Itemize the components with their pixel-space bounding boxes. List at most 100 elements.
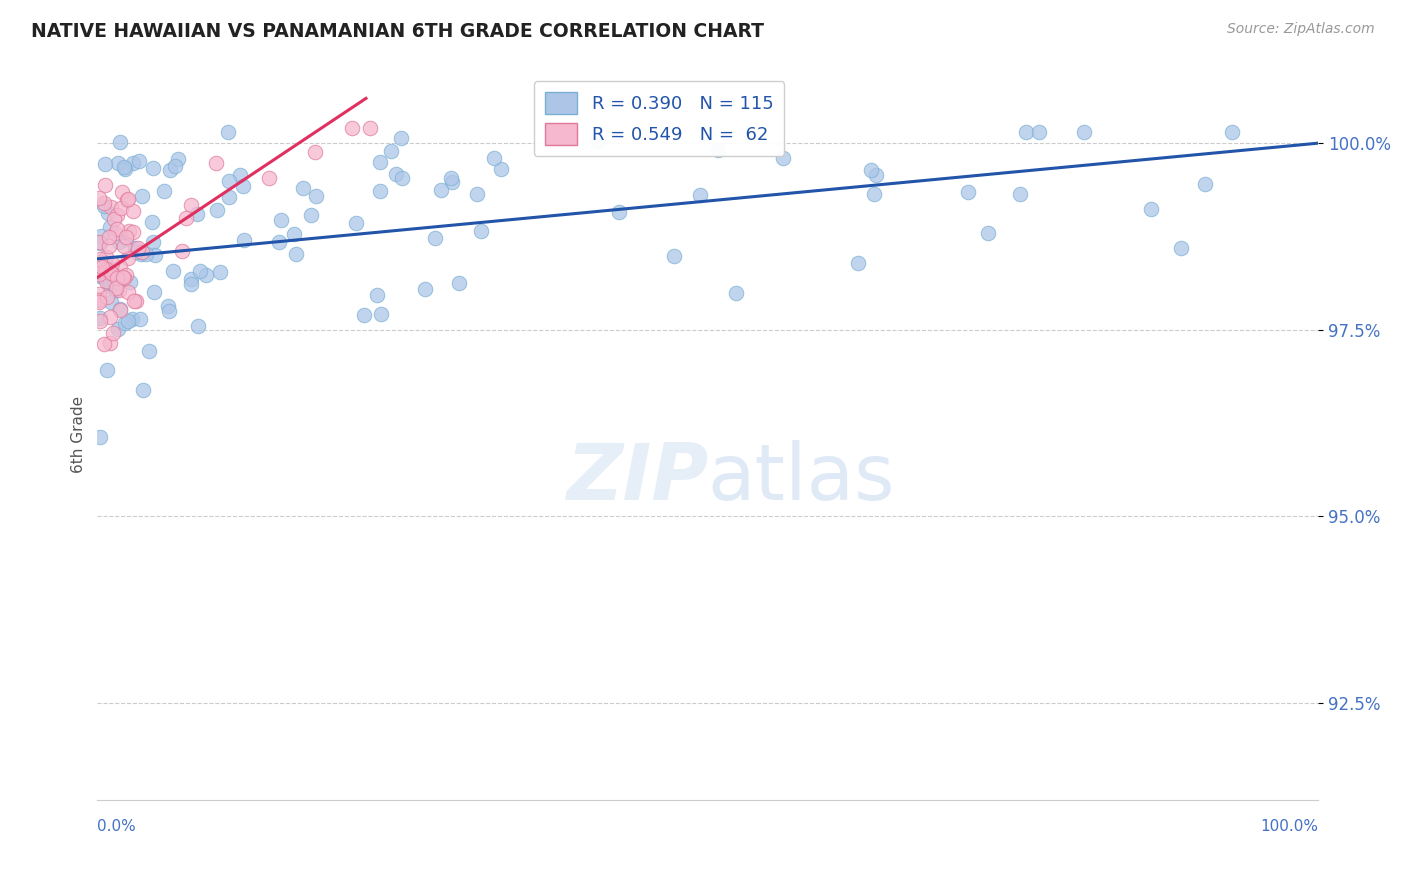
Point (108, 260, 131, 275)
Point (94, 262, 117, 277)
Point (125, 294, 148, 309)
Point (87, 268, 110, 282)
Point (98, 230, 121, 244)
Point (772, 151, 794, 165)
Point (689, 188, 711, 202)
Point (1170, 241, 1192, 255)
Point (283, 227, 305, 241)
Point (100, 336, 122, 351)
Point (93, 199, 115, 213)
Point (163, 159, 186, 173)
Point (270, 213, 292, 227)
Point (107, 322, 129, 336)
Point (340, 121, 363, 136)
Point (977, 226, 1000, 240)
Text: Source: ZipAtlas.com: Source: ZipAtlas.com (1227, 22, 1375, 37)
Point (305, 189, 328, 203)
Point (180, 272, 202, 286)
Point (141, 214, 163, 228)
Point (117, 285, 139, 299)
Point (104, 283, 127, 297)
Point (117, 192, 139, 206)
Point (195, 268, 218, 282)
Point (124, 242, 146, 256)
Point (94, 157, 117, 171)
Point (609, 204, 631, 219)
Point (1028, 125, 1050, 139)
Point (143, 247, 166, 261)
Point (122, 225, 145, 239)
Point (304, 145, 326, 159)
Point (491, 161, 513, 176)
Point (344, 215, 367, 229)
Point (152, 184, 174, 198)
Point (131, 189, 153, 203)
Point (447, 276, 470, 290)
Point (103, 326, 125, 341)
Point (385, 167, 408, 181)
Point (128, 154, 150, 169)
Point (662, 249, 685, 263)
Point (1222, 125, 1244, 139)
Point (103, 211, 125, 226)
Point (121, 312, 143, 326)
Point (108, 303, 131, 318)
Point (93, 196, 115, 211)
Point (127, 241, 149, 255)
Point (98, 310, 121, 325)
Point (108, 301, 131, 316)
Point (89, 310, 111, 325)
Point (1015, 125, 1038, 139)
Point (108, 135, 131, 149)
Text: atlas: atlas (707, 440, 896, 516)
Point (89, 268, 111, 283)
Point (89, 430, 111, 444)
Point (470, 224, 492, 238)
Point (135, 246, 157, 260)
Point (87, 294, 110, 309)
Point (87, 286, 110, 301)
Point (217, 125, 239, 139)
Point (707, 143, 730, 157)
Point (465, 187, 488, 202)
Point (107, 155, 129, 169)
Point (118, 275, 141, 289)
Point (117, 251, 139, 265)
Point (138, 343, 160, 358)
Point (162, 264, 184, 278)
Point (359, 121, 381, 136)
Point (128, 312, 150, 326)
Point (124, 294, 146, 309)
Point (105, 281, 128, 295)
Y-axis label: 6th Grade: 6th Grade (72, 396, 86, 473)
Point (1073, 125, 1095, 139)
Point (353, 308, 375, 322)
Point (105, 270, 128, 285)
Point (724, 285, 747, 300)
Point (89, 252, 111, 267)
Point (96, 290, 118, 304)
Point (380, 144, 402, 158)
Point (97, 238, 120, 252)
Point (114, 316, 136, 330)
Point (87, 293, 110, 307)
Point (391, 170, 413, 185)
Point (115, 268, 138, 283)
Point (105, 208, 128, 222)
Point (218, 174, 240, 188)
Point (957, 186, 980, 200)
Point (1194, 178, 1216, 192)
Point (1140, 202, 1163, 217)
Point (90, 228, 112, 243)
Point (228, 168, 250, 182)
Point (103, 274, 125, 288)
Point (100, 294, 122, 309)
Point (366, 287, 388, 301)
Point (143, 285, 166, 299)
Point (115, 232, 138, 246)
Point (159, 163, 181, 178)
Point (96, 363, 118, 377)
Point (121, 155, 143, 169)
Point (441, 175, 464, 189)
Text: NATIVE HAWAIIAN VS PANAMANIAN 6TH GRADE CORRELATION CHART: NATIVE HAWAIIAN VS PANAMANIAN 6TH GRADE … (31, 22, 763, 41)
